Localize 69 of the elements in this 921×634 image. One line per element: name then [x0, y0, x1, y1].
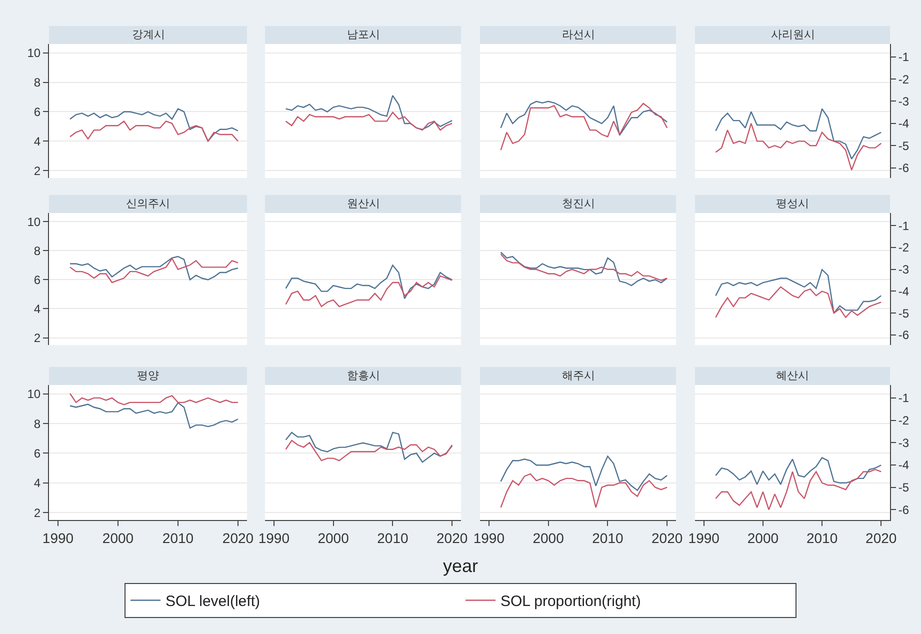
chart-title: 청진시: [562, 198, 595, 210]
chart-title: 남포시: [347, 29, 380, 41]
chart-title: 혜산시: [776, 370, 809, 382]
y2-tick-label: -6: [898, 328, 910, 342]
y2-tick-label: -2: [898, 240, 910, 255]
y-tick-label: 8: [34, 416, 41, 431]
x-tick-label: 2000: [318, 530, 350, 546]
y2-tick-label: -4: [898, 116, 910, 131]
y-tick-label: 2: [34, 164, 41, 178]
x-tick-label: 2010: [592, 530, 624, 546]
x-tick-label: 2000: [532, 530, 564, 546]
y-tick-label: 4: [34, 476, 41, 490]
x-tick-label: 2000: [747, 530, 779, 546]
legend-label: SOL level(left): [166, 593, 260, 610]
y-tick-label: 6: [34, 446, 41, 460]
x-tick-label: 1990: [42, 530, 74, 546]
y2-tick-label: -4: [898, 284, 910, 298]
y2-tick-label: -1: [898, 391, 910, 406]
y-tick-label: 10: [27, 46, 41, 60]
x-tick-label: 2010: [377, 530, 408, 546]
y-tick-label: 8: [34, 75, 41, 90]
x-tick-label: 1990: [473, 530, 505, 546]
y2-tick-label: -6: [898, 502, 910, 517]
y-tick-label: 6: [34, 272, 41, 287]
line-series: [715, 286, 882, 318]
legend-label: SOL proportion(right): [500, 593, 641, 610]
chart-title: 신의주시: [126, 198, 170, 210]
x-tick-label: 2020: [436, 530, 468, 546]
y2-tick-label: -4: [898, 458, 910, 472]
line-series: [715, 122, 882, 171]
y2-tick-label: -5: [898, 138, 910, 153]
chart-title: 해주시: [562, 370, 595, 382]
x-tick-label: 1990: [688, 530, 720, 546]
y-tick-label: 4: [34, 302, 41, 316]
line-series: [715, 468, 882, 510]
x-axis-title: year: [443, 556, 478, 576]
chart-title: 함흥시: [347, 370, 380, 382]
x-tick-label: 1990: [258, 530, 290, 546]
x-tick-label: 2020: [222, 530, 254, 546]
y-tick-label: 2: [34, 330, 41, 345]
y2-tick-label: -1: [898, 218, 910, 233]
chart-title: 평양: [137, 370, 159, 382]
y-tick-label: 4: [34, 134, 41, 148]
y-tick-label: 2: [34, 506, 41, 520]
chart-title: 사리원시: [771, 29, 815, 41]
y2-tick-label: -5: [898, 306, 910, 320]
line-series: [69, 402, 239, 429]
y-tick-label: 10: [27, 214, 41, 229]
y2-tick-label: -2: [898, 72, 910, 86]
line-series: [69, 108, 239, 142]
y2-tick-label: -3: [898, 94, 910, 108]
chart-title: 강계시: [132, 29, 165, 41]
y-tick-label: 10: [27, 387, 41, 402]
y-tick-label: 6: [34, 104, 41, 119]
y2-tick-label: -3: [898, 262, 910, 277]
x-tick-label: 2020: [652, 530, 683, 546]
y2-tick-label: -5: [898, 480, 910, 495]
chart-title: 원산시: [347, 198, 380, 210]
y2-tick-label: -2: [898, 414, 910, 428]
x-tick-label: 2020: [866, 530, 897, 546]
y-tick-label: 8: [34, 244, 41, 258]
x-tick-label: 2010: [162, 530, 194, 546]
x-tick-label: 2000: [102, 530, 134, 546]
chart-title: 라선시: [562, 29, 595, 41]
y2-tick-label: -1: [898, 50, 910, 64]
y2-tick-label: -3: [898, 436, 910, 450]
x-tick-label: 2010: [806, 530, 838, 546]
y2-tick-label: -6: [898, 160, 910, 175]
chart-title: 평성시: [776, 198, 809, 210]
